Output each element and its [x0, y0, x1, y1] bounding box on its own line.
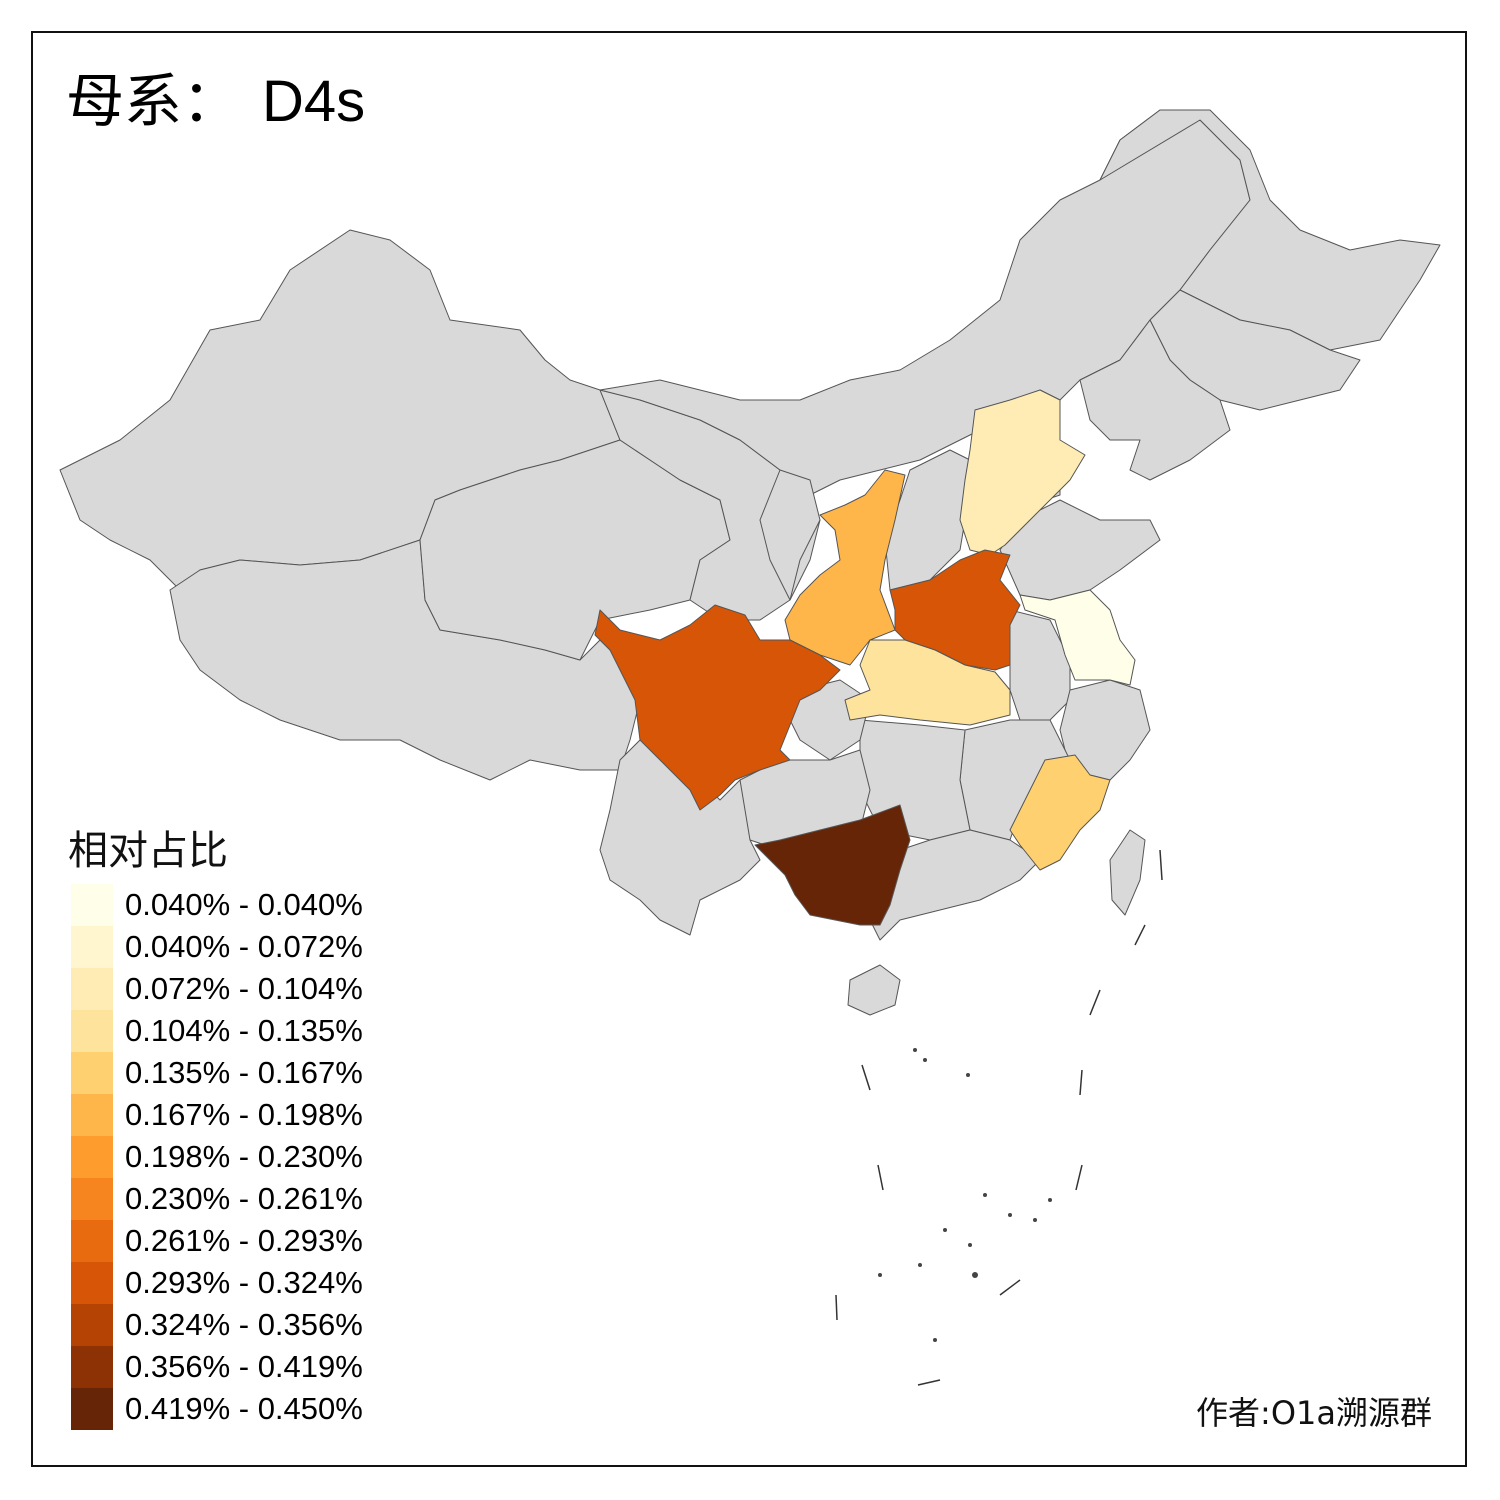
legend-swatch	[71, 1178, 113, 1220]
legend-swatch	[71, 1304, 113, 1346]
island-mark	[917, 1379, 941, 1386]
island-dot	[983, 1193, 987, 1197]
legend-item: 0.356% - 0.419%	[71, 1346, 363, 1388]
legend-label: 0.356% - 0.419%	[125, 1349, 363, 1384]
legend-swatch	[71, 884, 113, 926]
province-hubei	[844, 639, 1011, 726]
legend-item: 0.135% - 0.167%	[71, 1052, 363, 1094]
title-main: D4s	[262, 69, 366, 134]
legend-swatch	[71, 1052, 113, 1094]
island-mark	[999, 1279, 1021, 1296]
island-mark	[1134, 924, 1146, 946]
map-frame	[31, 31, 1467, 1467]
legend-item: 0.198% - 0.230%	[71, 1136, 363, 1178]
author-credit: 作者:O1a溯源群	[1196, 1394, 1432, 1432]
legend-swatch	[71, 1136, 113, 1178]
island-mark	[1159, 849, 1163, 881]
legend-title: 相对占比	[68, 828, 228, 874]
province-heilongjiang	[1099, 109, 1441, 351]
legend-item: 0.293% - 0.324%	[71, 1262, 363, 1304]
legend-label: 0.135% - 0.167%	[125, 1055, 363, 1090]
legend-swatch	[71, 1346, 113, 1388]
island-dot	[966, 1073, 970, 1077]
island-dot	[943, 1228, 947, 1232]
province-hebei	[959, 389, 1086, 556]
legend-item: 0.072% - 0.104%	[71, 968, 363, 1010]
legend-swatch	[71, 1220, 113, 1262]
island-mark	[1075, 1164, 1083, 1191]
island-dot	[923, 1058, 927, 1062]
legend-label: 0.167% - 0.198%	[125, 1097, 363, 1132]
legend-label: 0.040% - 0.040%	[125, 887, 363, 922]
legend-swatch	[71, 926, 113, 968]
province-fujian	[1009, 754, 1111, 871]
legend-label: 0.324% - 0.356%	[125, 1307, 363, 1342]
legend-label: 0.198% - 0.230%	[125, 1139, 363, 1174]
map-title: 母系： D4s	[66, 72, 365, 131]
island-dot	[1033, 1218, 1037, 1222]
island-dot	[1048, 1198, 1052, 1202]
legend-label: 0.230% - 0.261%	[125, 1181, 363, 1216]
legend-item: 0.104% - 0.135%	[71, 1010, 363, 1052]
legend-swatch	[71, 1094, 113, 1136]
island-dot	[968, 1243, 972, 1247]
province-zhejiang	[1059, 679, 1151, 781]
island-dot	[1008, 1213, 1012, 1217]
legend-swatch	[71, 1388, 113, 1430]
legend-label: 0.293% - 0.324%	[125, 1265, 363, 1300]
legend-swatch	[71, 1262, 113, 1304]
title-prefix: 母系：	[66, 67, 241, 135]
legend-item: 0.230% - 0.261%	[71, 1178, 363, 1220]
province-henan	[889, 549, 1021, 671]
legend-label: 0.261% - 0.293%	[125, 1223, 363, 1258]
province-liaoning	[1079, 319, 1231, 481]
legend-item: 0.324% - 0.356%	[71, 1304, 363, 1346]
legend-swatch	[71, 1010, 113, 1052]
island-dot	[972, 1272, 978, 1278]
island-dot	[918, 1263, 922, 1267]
legend-label: 0.104% - 0.135%	[125, 1013, 363, 1048]
legend-item: 0.419% - 0.450%	[71, 1388, 363, 1430]
province-guangxi	[754, 804, 911, 926]
island-mark	[1079, 1069, 1083, 1096]
legend: 0.040% - 0.040% 0.040% - 0.072% 0.072% - 0…	[71, 884, 363, 1430]
province-ningxia	[759, 469, 821, 601]
legend-item: 0.040% - 0.072%	[71, 926, 363, 968]
legend-label: 0.040% - 0.072%	[125, 929, 363, 964]
legend-item: 0.261% - 0.293%	[71, 1220, 363, 1262]
island-dot	[878, 1273, 882, 1277]
legend-label: 0.419% - 0.450%	[125, 1391, 363, 1426]
province-taiwan	[1109, 829, 1146, 916]
legend-label: 0.072% - 0.104%	[125, 971, 363, 1006]
province-sichuan	[594, 604, 841, 811]
island-mark	[835, 1294, 838, 1321]
island-dot	[913, 1048, 917, 1052]
province-jiangsu	[1019, 589, 1136, 686]
legend-item: 0.040% - 0.040%	[71, 884, 363, 926]
legend-swatch	[71, 968, 113, 1010]
island-mark	[1089, 989, 1101, 1016]
island-mark	[877, 1164, 884, 1191]
island-dot	[933, 1338, 937, 1342]
province-hainan	[847, 964, 901, 1016]
island-mark	[861, 1064, 871, 1091]
legend-item: 0.167% - 0.198%	[71, 1094, 363, 1136]
